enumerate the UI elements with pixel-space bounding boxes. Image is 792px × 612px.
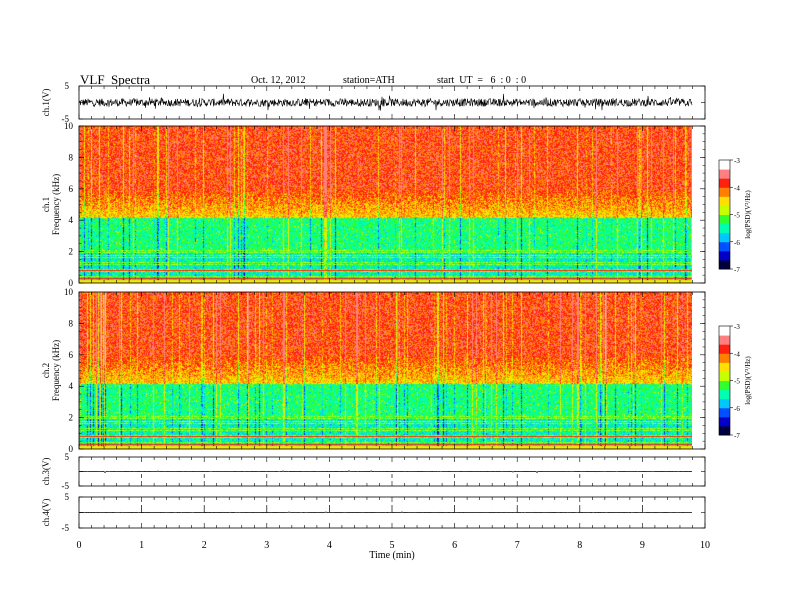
- colorbar-segment: [719, 416, 730, 427]
- x-tick-label: 2: [202, 540, 207, 551]
- y-axis-label: Frequency (kHz): [51, 340, 61, 401]
- spectrogram-image: [79, 292, 692, 449]
- y-tick-label: -5: [62, 114, 70, 124]
- x-tick-label: 6: [452, 540, 457, 551]
- y-tick-label: 2: [69, 247, 74, 257]
- start-time-label: start UT = 6 : 0 : 0: [437, 75, 527, 86]
- colorbar-tick-label: -6: [734, 405, 740, 413]
- colorbar-segment: [719, 259, 730, 270]
- y-tick-label: 10: [64, 121, 74, 131]
- y-tick-label: 2: [69, 413, 74, 423]
- colorbar-label: log(PSD)(V²/Hz): [744, 356, 752, 405]
- colorbar-segment: [719, 169, 730, 179]
- y-tick-label: 5: [65, 81, 70, 91]
- y-tick-label: 10: [64, 287, 74, 297]
- colorbar-tick-label: -7: [734, 266, 740, 274]
- colorbar-segment: [719, 344, 730, 354]
- chart-title: VLF Spectra: [80, 72, 151, 87]
- x-tick-label: 4: [327, 540, 332, 551]
- colorbar-segment: [719, 223, 730, 234]
- colorbar-segment: [719, 250, 730, 261]
- y-tick-label: 8: [69, 152, 74, 162]
- colorbar-segment: [719, 335, 730, 345]
- colorbar-segment: [719, 214, 730, 225]
- colorbar-segment: [719, 353, 730, 363]
- channel-label: ch.2: [41, 363, 51, 378]
- colorbar-tick-label: -3: [734, 323, 740, 331]
- y-tick-label: -5: [62, 481, 70, 491]
- x-tick-label: 5: [390, 540, 395, 551]
- colorbar-tick-label: -7: [734, 432, 740, 440]
- colorbar-segment: [719, 326, 730, 336]
- colorbar-segment: [719, 187, 730, 197]
- colorbar-tick-label: -5: [734, 212, 740, 220]
- colorbar-segment: [719, 407, 730, 418]
- waveform-trace: [78, 470, 693, 473]
- y-axis-label: Frequency (kHz): [51, 174, 61, 235]
- colorbar-segment: [719, 178, 730, 188]
- colorbar-tick-label: -5: [734, 378, 740, 386]
- x-tick-label: 10: [700, 540, 710, 551]
- colorbar-tick-label: -4: [734, 350, 740, 358]
- y-tick-label: 6: [69, 184, 74, 194]
- x-tick-label: 1: [139, 540, 144, 551]
- y-axis-label: ch.4(V): [41, 499, 51, 527]
- colorbar-tick-label: -4: [734, 184, 740, 192]
- colorbar-segment: [719, 380, 730, 391]
- y-tick-label: 4: [69, 381, 74, 391]
- colorbar-tick-label: -3: [734, 157, 740, 165]
- colorbar-segment: [719, 196, 730, 206]
- x-axis-label: Time (min): [369, 550, 414, 561]
- colorbar-segment: [719, 232, 730, 243]
- colorbar-segment: [719, 362, 730, 372]
- x-tick-label: 0: [77, 540, 82, 551]
- colorbar-segment: [719, 398, 730, 409]
- y-axis-label: ch.1(V): [41, 89, 51, 117]
- x-tick-label: 7: [515, 540, 520, 551]
- date-label: Oct. 12, 2012: [251, 75, 306, 86]
- y-tick-label: -5: [62, 523, 70, 533]
- spectrogram-image: [79, 126, 692, 283]
- station-label: station=ATH: [343, 75, 395, 86]
- colorbar-segment: [719, 160, 730, 170]
- y-tick-label: 5: [65, 492, 70, 502]
- colorbar-segment: [719, 425, 730, 436]
- y-axis-label: ch.3(V): [41, 458, 51, 486]
- y-tick-label: 5: [65, 452, 70, 462]
- y-tick-label: 0: [69, 444, 74, 454]
- colorbar-label: log(PSD)(V²/Hz): [744, 190, 752, 239]
- x-tick-label: 8: [577, 540, 582, 551]
- colorbar-segment: [719, 389, 730, 400]
- y-tick-label: 4: [69, 215, 74, 225]
- waveform-trace: [78, 93, 693, 111]
- x-tick-label: 9: [640, 540, 645, 551]
- y-tick-label: 6: [69, 350, 74, 360]
- channel-label: ch.1: [41, 197, 51, 212]
- colorbar-tick-label: -6: [734, 239, 740, 247]
- waveform-trace: [78, 511, 693, 514]
- colorbar-segment: [719, 371, 730, 381]
- colorbar-segment: [719, 241, 730, 252]
- y-tick-label: 0: [69, 278, 74, 288]
- colorbar-segment: [719, 205, 730, 215]
- x-tick-label: 3: [264, 540, 269, 551]
- y-tick-label: 8: [69, 318, 74, 328]
